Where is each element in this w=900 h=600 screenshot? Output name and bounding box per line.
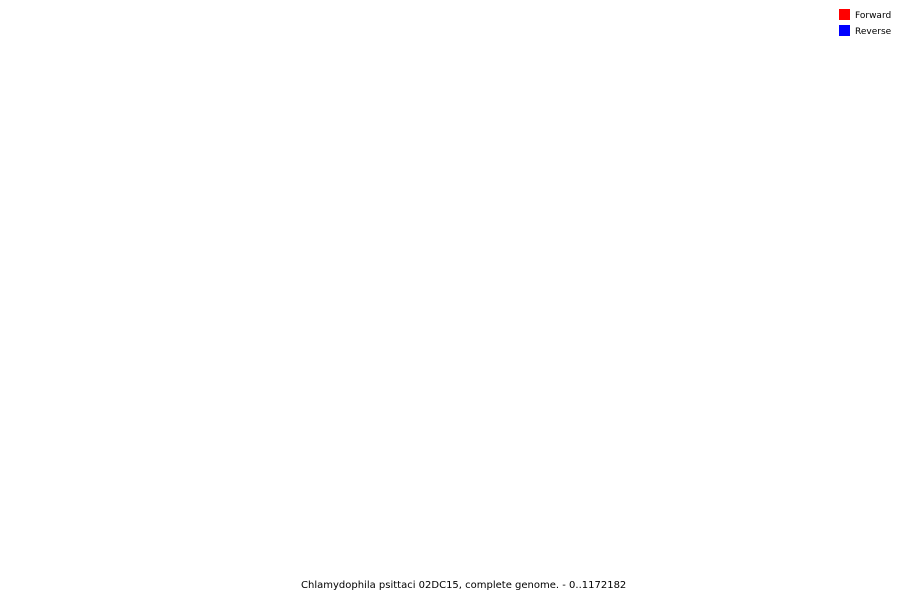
legend-forward-swatch (839, 9, 850, 20)
legend-reverse-label: Reverse (855, 27, 892, 37)
legend-forward-label: Forward (855, 11, 891, 21)
legend-reverse-swatch (839, 25, 850, 36)
legend: Forward Reverse (839, 9, 892, 37)
genome-caption: Chlamydophila psittaci 02DC15, complete … (301, 580, 626, 591)
